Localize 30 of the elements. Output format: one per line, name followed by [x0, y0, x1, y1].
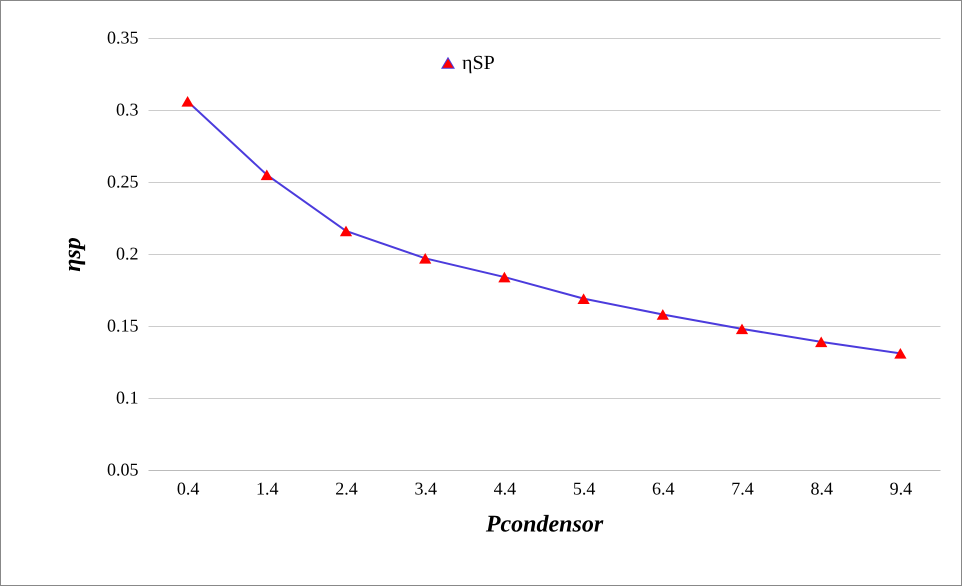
x-tick-label: 2.4: [335, 478, 358, 498]
x-tick-label: 1.4: [256, 478, 279, 498]
point: [181, 96, 194, 107]
point: [498, 272, 511, 282]
x-tick-label: 6.4: [652, 478, 675, 498]
x-axis-title: Pcondensor: [484, 512, 604, 538]
x-tick-label: 7.4: [731, 478, 754, 498]
x-tick-label: 4.4: [494, 478, 516, 498]
point: [419, 253, 432, 264]
y-tick-label: 0.3: [116, 100, 138, 120]
point: [340, 226, 352, 236]
y-axis-title: ηsp: [60, 237, 86, 272]
point: [894, 348, 907, 359]
y-tick-label: 0.05: [107, 460, 138, 480]
legend-label: ηSP: [462, 52, 495, 74]
y-tick-label: 0.25: [107, 172, 138, 192]
point: [656, 309, 669, 320]
x-tick-label: 0.4: [176, 478, 200, 498]
x-tick-label: 3.4: [414, 478, 437, 498]
x-tick-label: 5.4: [572, 478, 596, 498]
y-tick-label: 0.15: [107, 316, 138, 336]
x-tick-label: 9.4: [890, 478, 912, 498]
point: [260, 169, 273, 180]
point: [577, 293, 590, 304]
y-tick-label: 0.35: [107, 28, 138, 48]
point: [736, 324, 748, 334]
y-tick-label: 0.1: [116, 388, 138, 408]
point: [815, 336, 828, 348]
y-tick-label: 0.2: [116, 244, 138, 264]
x-tick-label: 8.4: [810, 478, 833, 498]
